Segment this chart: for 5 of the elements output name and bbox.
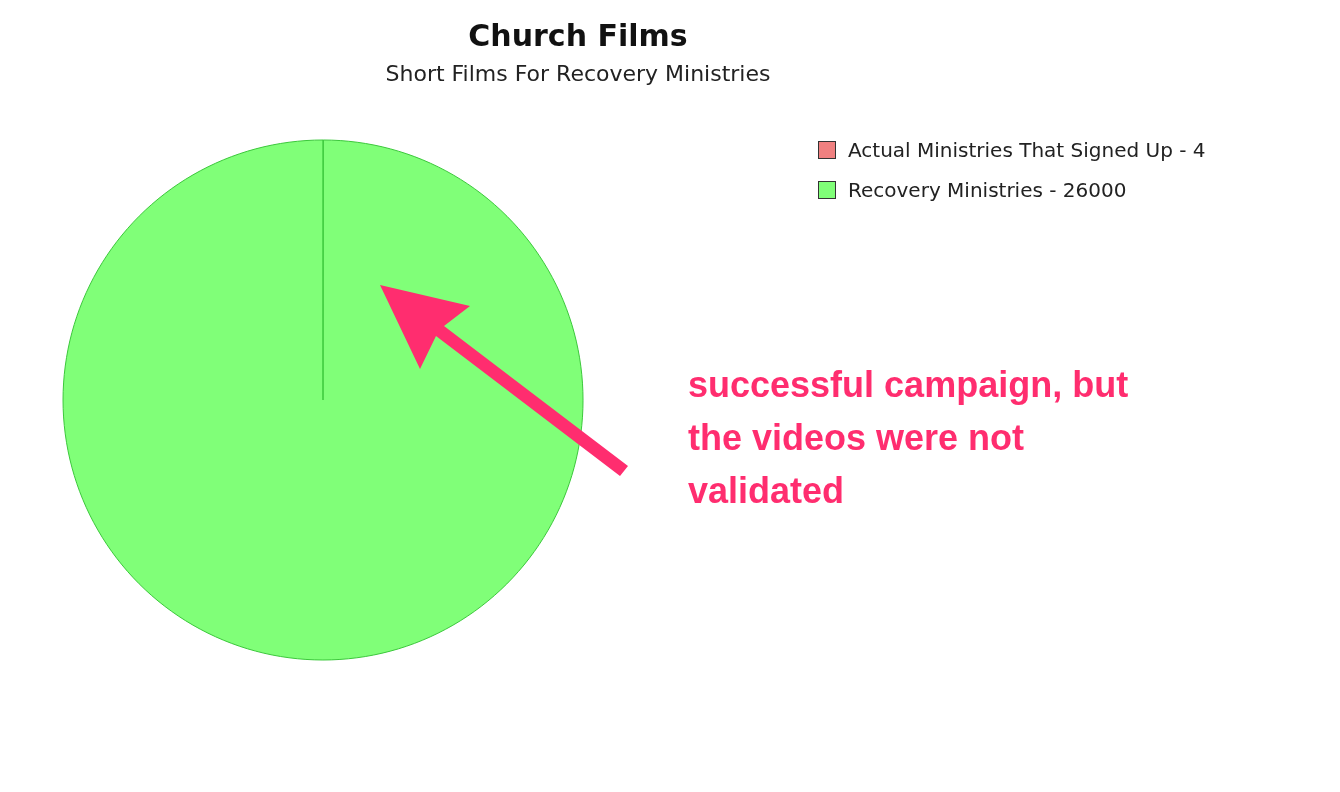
chart-subtitle: Short Films For Recovery Ministries	[384, 61, 772, 86]
legend-label: Recovery Ministries - 26000	[848, 178, 1127, 202]
text: successful campaign, but the videos were not validated	[688, 363, 1130, 513]
legend-label: Actual Ministries That Signed Up - 4	[848, 138, 1206, 162]
chart-title: Church Films	[467, 18, 689, 53]
